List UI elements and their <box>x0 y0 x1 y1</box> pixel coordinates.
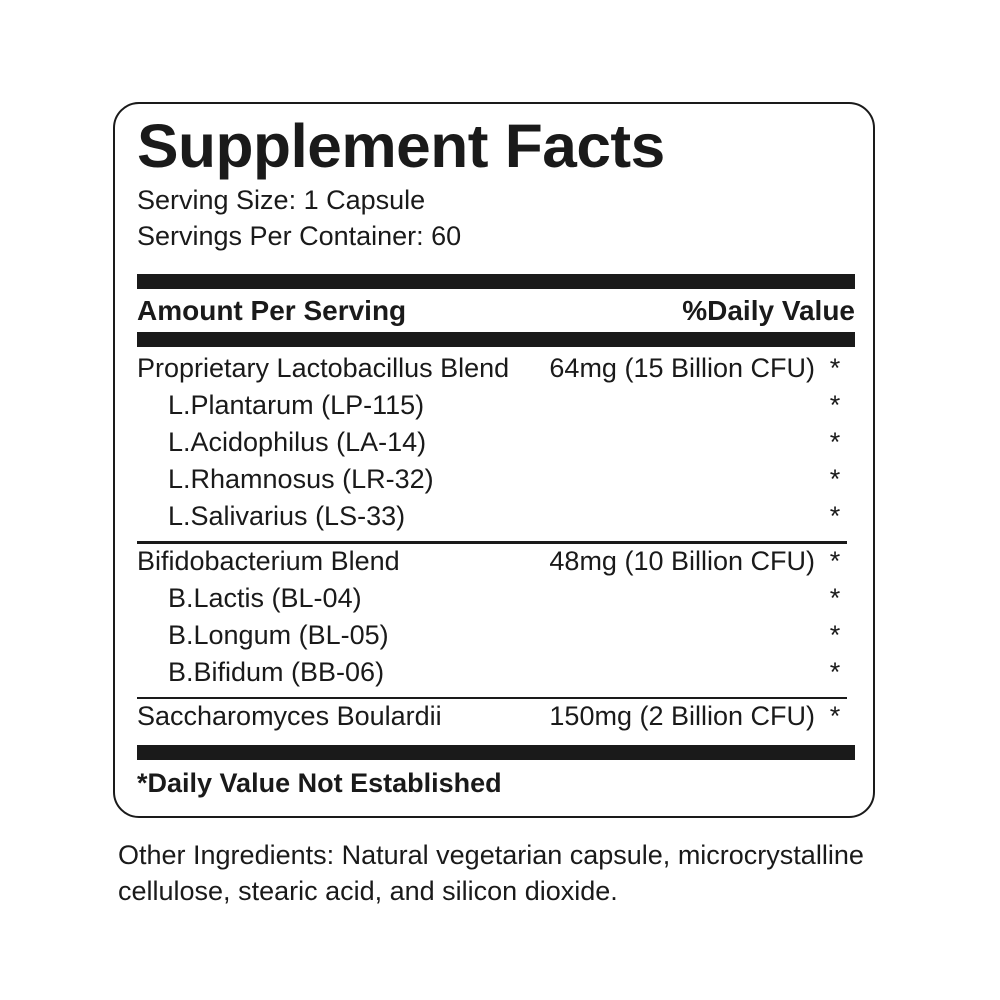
ingredient-daily-value: * <box>829 353 841 384</box>
ingredient-daily-value: * <box>829 464 841 495</box>
ingredient-name: L.Plantarum (LP-115) <box>168 390 425 421</box>
table-row: B.Lactis (BL-04) * <box>137 583 855 620</box>
ingredient-daily-value: * <box>829 701 841 732</box>
page-title: Supplement Facts <box>137 112 665 180</box>
ingredient-daily-value: * <box>829 501 841 532</box>
table-row: L.Plantarum (LP-115) * <box>137 390 855 427</box>
divider-thick-under-header <box>137 332 855 348</box>
daily-value-header: %Daily Value <box>682 295 855 327</box>
divider-thick-top <box>137 274 855 290</box>
amount-per-serving-header: Amount Per Serving <box>137 295 407 327</box>
table-row: L.Acidophilus (LA-14) * <box>137 427 855 464</box>
table-row: B.Longum (BL-05) * <box>137 620 855 657</box>
table-row: Bifidobacterium Blend 48mg (10 Billion C… <box>137 546 855 583</box>
ingredient-name: Saccharomyces Boulardii <box>137 701 442 732</box>
table-row: Proprietary Lactobacillus Blend 64mg (15… <box>137 353 855 390</box>
table-row: Saccharomyces Boulardii 150mg (2 Billion… <box>137 701 855 738</box>
table-row: L.Rhamnosus (LR-32) * <box>137 464 855 501</box>
divider-thick-bottom <box>137 745 855 761</box>
ingredient-name: L.Salivarius (LS-33) <box>168 501 406 532</box>
ingredient-name: L.Acidophilus (LA-14) <box>168 427 427 458</box>
ingredient-amount: 64mg (15 Billion CFU) <box>549 353 815 384</box>
ingredient-name: Bifidobacterium Blend <box>137 545 400 576</box>
divider-thin-1 <box>137 541 847 544</box>
ingredient-name: B.Lactis (BL-04) <box>168 582 362 613</box>
table-row: L.Salivarius (LS-33) * <box>137 501 855 538</box>
daily-value-footnote: *Daily Value Not Established <box>137 768 502 799</box>
supplement-facts-panel: Supplement Facts Serving Size: 1 Capsule… <box>113 102 875 818</box>
ingredient-amount: 150mg (2 Billion CFU) <box>549 701 815 732</box>
ingredient-name: L.Rhamnosus (LR-32) <box>168 464 434 495</box>
supplement-facts-content: Supplement Facts Serving Size: 1 Capsule… <box>137 114 855 799</box>
ingredient-name: B.Longum (BL-05) <box>168 619 389 650</box>
ingredient-daily-value: * <box>829 656 841 687</box>
servings-per-container-text: Servings Per Container: 60 <box>137 221 462 252</box>
other-ingredients-text: Other Ingredients: Natural vegetarian ca… <box>118 840 864 906</box>
ingredient-daily-value: * <box>829 427 841 458</box>
ingredient-daily-value: * <box>829 619 841 650</box>
ingredient-daily-value: * <box>829 390 841 421</box>
serving-size-text: Serving Size: 1 Capsule <box>137 185 426 216</box>
table-row: B.Bifidum (BB-06) * <box>137 657 855 694</box>
divider-thin-2 <box>137 696 847 700</box>
ingredient-name: B.Bifidum (BB-06) <box>168 656 385 687</box>
ingredient-daily-value: * <box>829 582 841 613</box>
ingredient-name: Proprietary Lactobacillus Blend <box>137 353 510 384</box>
ingredient-rows: Proprietary Lactobacillus Blend 64mg (15… <box>137 347 855 738</box>
column-header-row: Amount Per Serving %Daily Value <box>137 289 855 332</box>
ingredient-amount: 48mg (10 Billion CFU) <box>549 545 815 576</box>
ingredient-daily-value: * <box>829 545 841 576</box>
